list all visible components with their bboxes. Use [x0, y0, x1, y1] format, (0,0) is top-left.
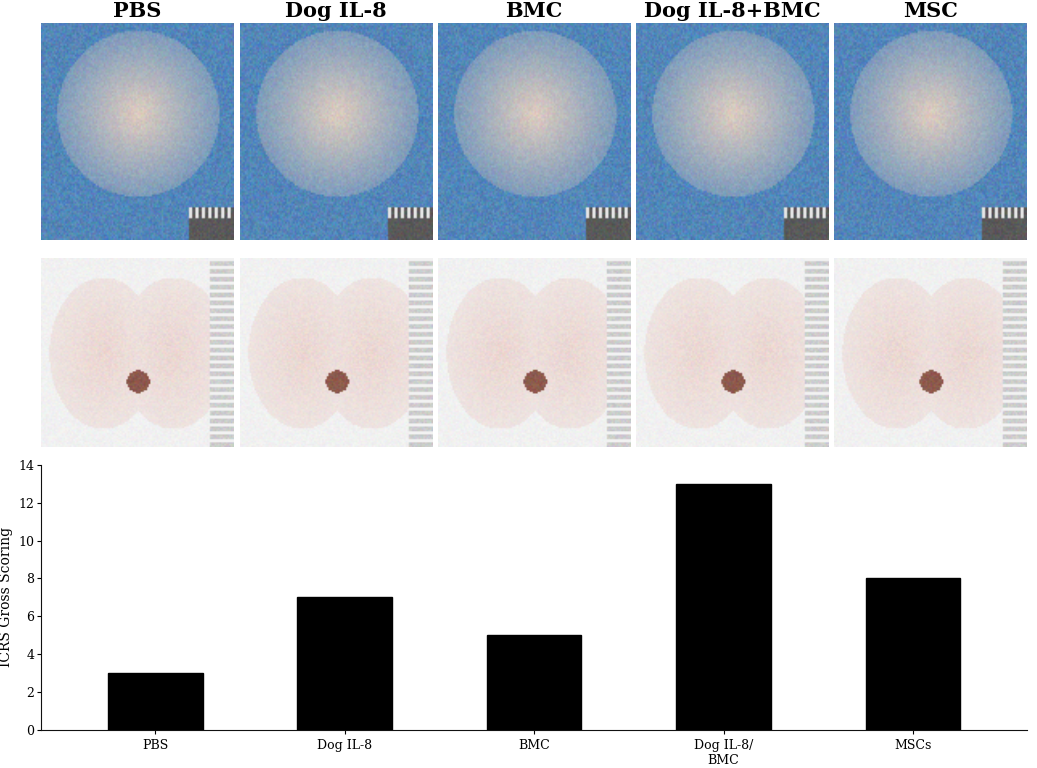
Title: MSC: MSC [903, 2, 958, 22]
Title: BMC: BMC [505, 2, 563, 22]
Bar [298, 598, 392, 730]
Bar [108, 673, 202, 730]
Bar [676, 484, 770, 730]
Bar [866, 578, 960, 730]
Y-axis label: ICRS Gross Scoring: ICRS Gross Scoring [0, 528, 13, 667]
Title: Dog IL-8: Dog IL-8 [285, 2, 387, 22]
Title: PBS: PBS [113, 2, 162, 22]
Bar [486, 635, 582, 730]
Title: Dog IL-8+BMC: Dog IL-8+BMC [644, 2, 820, 22]
